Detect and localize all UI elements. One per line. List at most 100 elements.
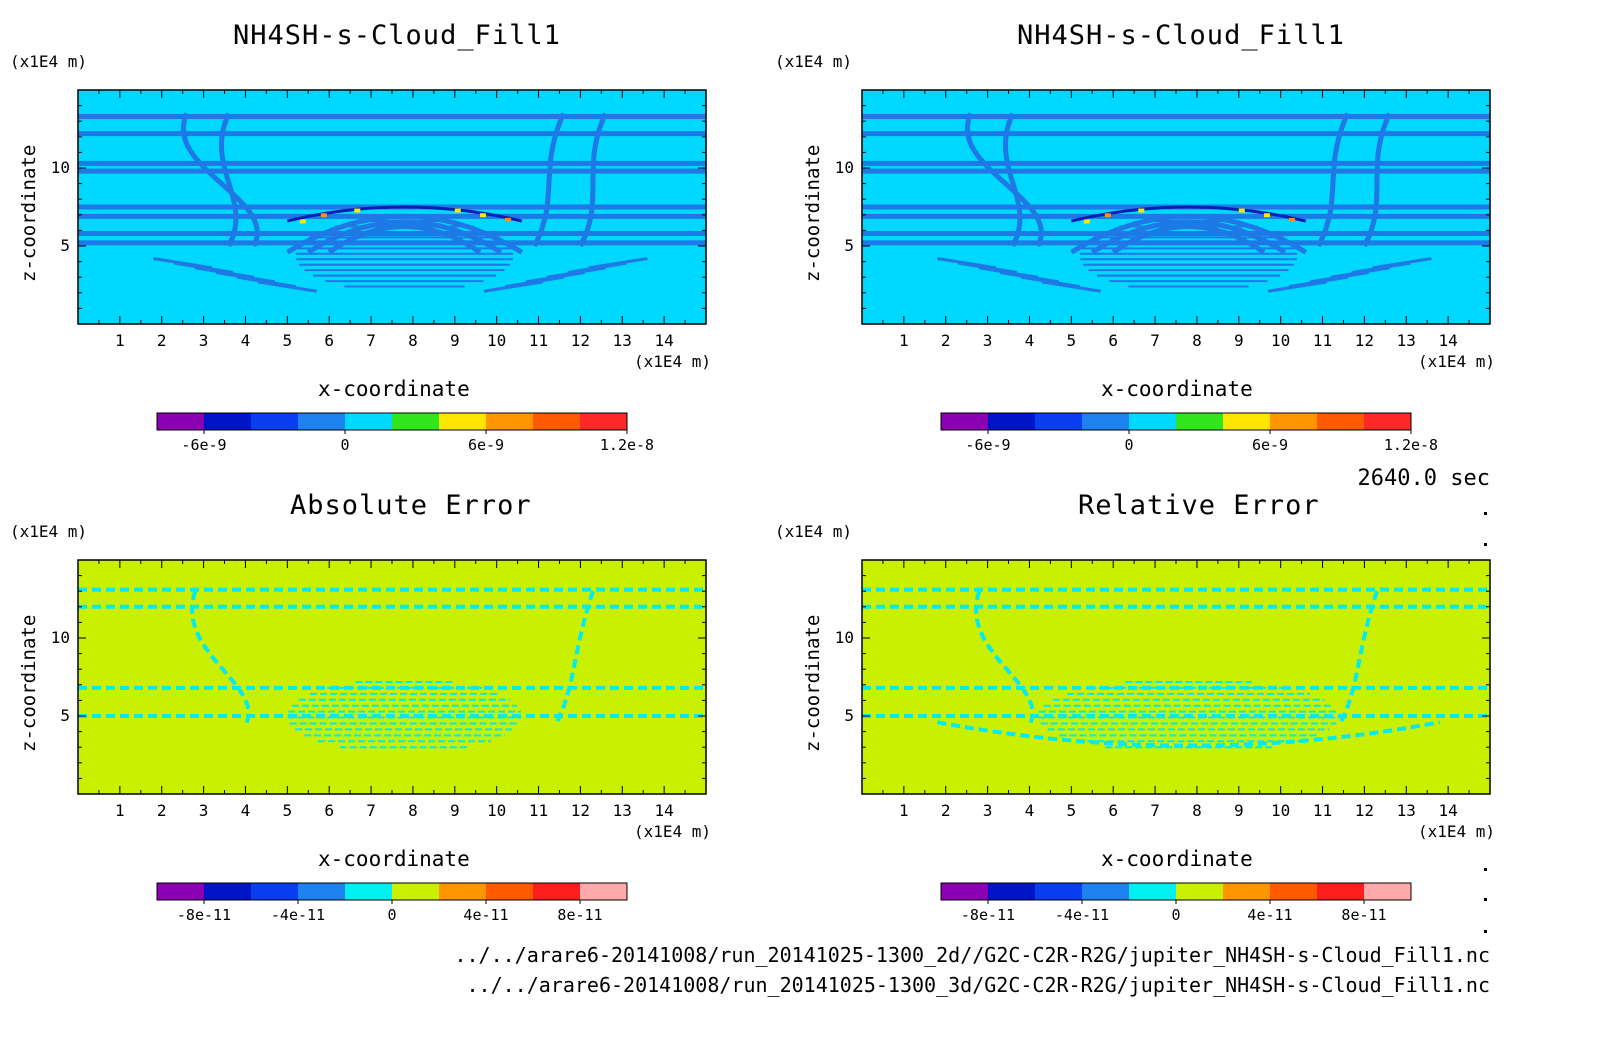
colorbar-swatch (941, 883, 989, 900)
y-tick-label: 10 (835, 628, 854, 647)
x-tick-label: 7 (366, 801, 376, 820)
cloud-hot-spot (320, 213, 327, 218)
x-tick-label: 5 (1067, 801, 1077, 820)
cloud-streak (1267, 280, 1327, 293)
colorbar-swatch (1317, 413, 1365, 430)
colorbar-swatch (580, 883, 628, 900)
colorbar-tick-label: -8e-11 (961, 906, 1015, 924)
cloud-dome-arc (1070, 213, 1308, 255)
colorbar-swatch (533, 883, 581, 900)
error-column (190, 590, 251, 727)
x-tick-label: 13 (1397, 331, 1416, 350)
colorbar-tick-label: 0 (1124, 436, 1133, 454)
colorbar-swatch (1270, 413, 1318, 430)
colorbar-swatch (486, 413, 534, 430)
colorbar-swatch (204, 883, 252, 900)
margin-dot (1484, 868, 1487, 871)
x-tick-label: 8 (1192, 331, 1202, 350)
x-tick-label: 6 (1108, 801, 1118, 820)
margin-dot (1484, 898, 1487, 901)
x-tick-label: 3 (983, 801, 993, 820)
y-tick-label: 5 (60, 236, 70, 255)
x-tick-label: 3 (199, 331, 209, 350)
colorbar-swatch (1176, 883, 1224, 900)
error-column (974, 590, 1035, 727)
cloud-streak (1041, 280, 1101, 293)
x-tick-label: 8 (408, 801, 418, 820)
x-tick-label: 12 (571, 331, 590, 350)
colorbar-tick-label: 0 (1171, 906, 1180, 924)
x-tick-label: 7 (1150, 801, 1160, 820)
x-axis-label-bottom-right: x-coordinate (1101, 847, 1253, 871)
field-background (78, 560, 706, 794)
colorbar-swatch (251, 413, 299, 430)
field-2 (78, 560, 706, 794)
colorbar-swatch (1223, 883, 1271, 900)
colorbar-swatch (157, 413, 205, 430)
colorbar-swatch (439, 413, 487, 430)
x-tick-label: 10 (487, 331, 506, 350)
colorbar-frame (156, 412, 628, 431)
y-tick-label: 5 (844, 236, 854, 255)
colorbar-swatch (533, 413, 581, 430)
colorbar-tick-label: 0 (387, 906, 396, 924)
x-tick-label: 2 (157, 801, 167, 820)
y-unit-bottom-left: (x1E4 m) (10, 522, 88, 541)
x-tick-label: 11 (1313, 331, 1332, 350)
cloud-dome-arc (286, 213, 524, 255)
x-tick-label: 6 (1108, 331, 1118, 350)
colorbar-tick-label: -6e-9 (181, 436, 226, 454)
margin-dot (1484, 512, 1487, 515)
colorbar-swatch (392, 883, 440, 900)
colorbar-swatch (1129, 413, 1177, 430)
x-tick-label: 9 (1234, 331, 1244, 350)
colorbar-swatch (1082, 883, 1130, 900)
y-unit-bottom-right: (x1E4 m) (775, 522, 853, 541)
file-path-3d: ../../arare6-20141008/run_20141025-1300_… (466, 973, 1491, 997)
cloud-hot-spot (299, 219, 306, 224)
x-unit-top-right: (x1E4 m) (1418, 352, 1496, 371)
margin-dot (1484, 543, 1487, 546)
colorbar-frame (940, 412, 1412, 431)
field-1 (862, 90, 1490, 324)
x-tick-label: 5 (283, 801, 293, 820)
x-tick-label: 4 (241, 331, 251, 350)
x-tick-label: 5 (283, 331, 293, 350)
field-background (862, 560, 1490, 794)
x-tick-label: 2 (941, 801, 951, 820)
colorbar-tick-label: 0 (340, 436, 349, 454)
cloud-column (578, 112, 608, 248)
x-tick-label: 11 (529, 801, 548, 820)
x-tick-label: 9 (450, 801, 460, 820)
y-tick-label: 5 (60, 706, 70, 725)
x-tick-label: 8 (408, 331, 418, 350)
time-label: 2640.0 sec (1357, 466, 1490, 491)
colorbar-swatch (1035, 413, 1083, 430)
colorbar-tick-label: -8e-11 (177, 906, 231, 924)
colorbar-swatch (1035, 883, 1083, 900)
x-tick-label: 5 (1067, 331, 1077, 350)
cloud-hot-spot (479, 213, 486, 218)
cloud-hot-spot (354, 208, 361, 213)
colorbar-swatch (298, 883, 346, 900)
colorbar-tick-label: 8e-11 (557, 906, 602, 924)
x-axis-label-top-right: x-coordinate (1101, 377, 1253, 401)
x-tick-label: 4 (1025, 801, 1035, 820)
cloud-hot-spot (1138, 208, 1145, 213)
colorbar-swatch (1317, 883, 1365, 900)
cloud-hot-spot (1104, 213, 1111, 218)
colorbar-swatch (1364, 883, 1412, 900)
y-tick-label: 10 (51, 158, 70, 177)
colorbar-swatch (486, 883, 534, 900)
colorbar-swatch (580, 413, 628, 430)
error-lower-arc (936, 720, 1441, 748)
colorbar-swatch (392, 413, 440, 430)
x-unit-bottom-right: (x1E4 m) (1418, 822, 1496, 841)
colorbar-tick-label: -4e-11 (271, 906, 325, 924)
x-tick-label: 7 (1150, 331, 1160, 350)
cloud-column (532, 112, 566, 248)
cloud-dome-edge (1070, 205, 1307, 223)
x-tick-label: 14 (1439, 331, 1458, 350)
x-tick-label: 9 (450, 331, 460, 350)
